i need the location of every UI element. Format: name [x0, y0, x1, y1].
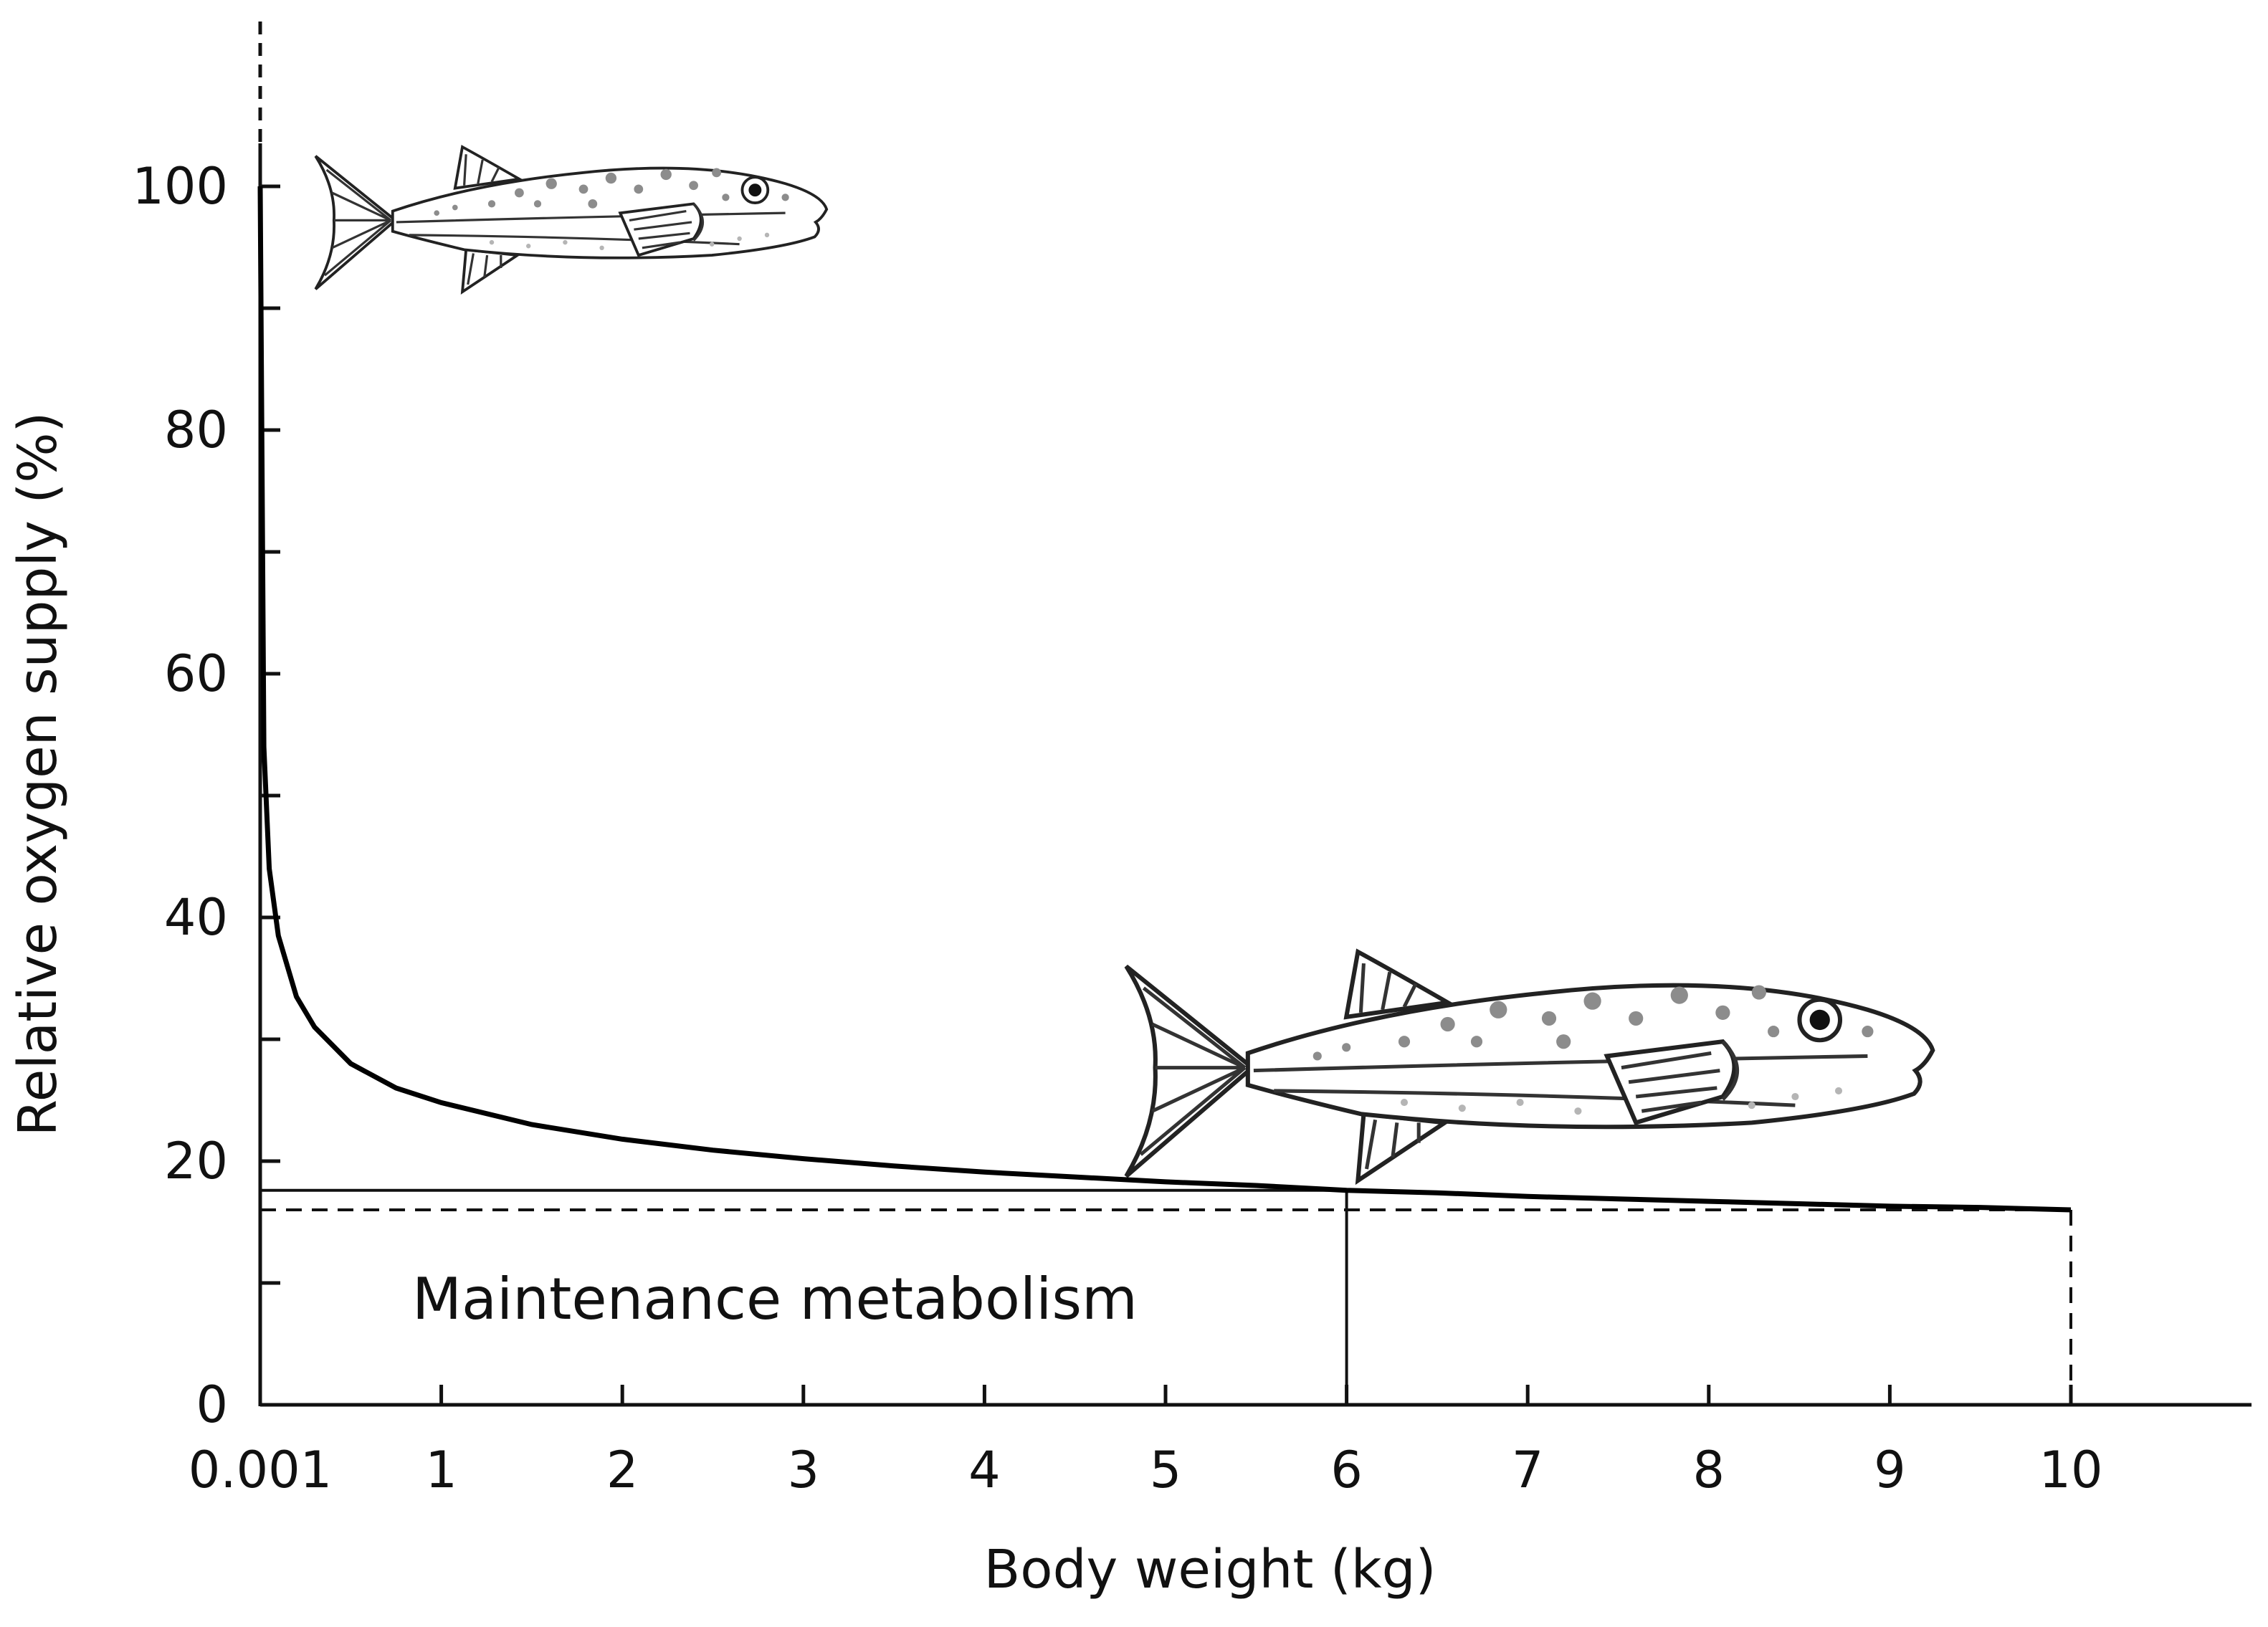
y-tick-label: 0 — [196, 1375, 228, 1434]
x-tick-label: 0.001 — [189, 1441, 332, 1499]
y-ticks: 0 20 40 60 80 100 — [132, 157, 280, 1434]
y-tick-label: 80 — [164, 401, 228, 459]
x-tick-label: 1 — [425, 1441, 457, 1499]
x-tick-label: 2 — [606, 1441, 639, 1499]
x-tick-label: 7 — [1512, 1441, 1544, 1499]
x-ticks: 0.001 1 2 3 4 5 6 7 8 9 10 — [189, 1385, 2103, 1499]
y-tick-label: 100 — [132, 157, 228, 216]
y-tick-label: 60 — [164, 644, 228, 703]
x-tick-label: 5 — [1150, 1441, 1182, 1499]
y-axis: 0 20 40 60 80 100 — [132, 22, 280, 1434]
y-tick-label: 40 — [164, 888, 228, 947]
reference-lines — [260, 1188, 2072, 1405]
large-fish-icon — [1126, 952, 1933, 1180]
x-tick-label: 10 — [2039, 1441, 2102, 1499]
y-tick-label: 20 — [164, 1132, 228, 1191]
maintenance-metabolism-label: Maintenance metabolism — [412, 1266, 1138, 1332]
x-axis-title: Body weight (kg) — [984, 1539, 1436, 1600]
y-axis-title: Relative oxygen supply (%) — [7, 412, 69, 1137]
x-tick-label: 4 — [968, 1441, 1001, 1499]
oxygen-supply-curve — [257, 186, 2072, 1213]
small-fish-icon — [314, 145, 829, 294]
x-tick-label: 3 — [788, 1441, 820, 1499]
x-tick-label: 8 — [1693, 1441, 1725, 1499]
x-axis: 0.001 1 2 3 4 5 6 7 8 9 10 — [189, 1385, 2252, 1499]
x-tick-label: 6 — [1330, 1441, 1363, 1499]
x-tick-label: 9 — [1874, 1441, 1906, 1499]
